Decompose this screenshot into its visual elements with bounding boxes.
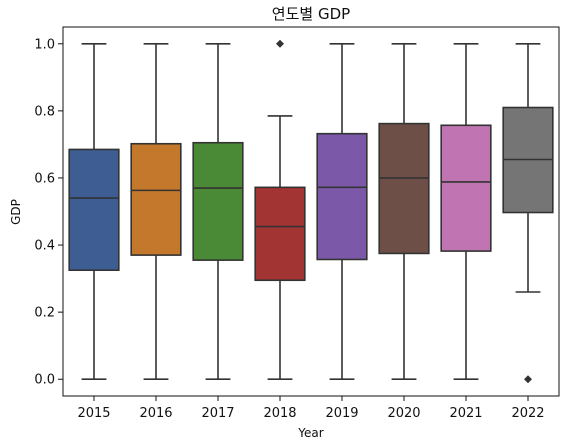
- y-axis: 0.0 0.2 0.4 0.6 0.8 1.0: [34, 37, 63, 388]
- y-axis-label: GDP: [9, 199, 23, 225]
- box-2020: [378, 42, 430, 381]
- y-tick-label: 0.0: [34, 373, 55, 388]
- plot-frame: [62, 26, 560, 397]
- box-iqr: [316, 132, 368, 261]
- x-tick-label: 2022: [511, 406, 544, 421]
- y-tick-label: 1.0: [34, 37, 55, 52]
- x-tick-label: 2015: [77, 406, 110, 421]
- y-tick-label: 0.4: [34, 239, 55, 254]
- box-iqr: [68, 148, 120, 272]
- x-tick-label: 2020: [387, 406, 420, 421]
- box-iqr: [378, 122, 430, 255]
- box-2019: [316, 42, 368, 381]
- plot-area: [68, 39, 554, 384]
- x-tick-label: 2016: [139, 406, 172, 421]
- y-tick-label: 0.8: [34, 104, 55, 119]
- x-tick-label: 2018: [263, 406, 296, 421]
- x-tick-label: 2019: [325, 406, 358, 421]
- x-axis: 2015 2016 2017 2018 2019 2020 2021 2022: [77, 396, 545, 421]
- box-iqr: [254, 186, 306, 282]
- box-2017: [192, 42, 244, 381]
- box-2015: [68, 42, 120, 381]
- box-iqr: [192, 141, 244, 261]
- box-2021: [440, 42, 492, 381]
- y-tick-label: 0.2: [34, 306, 55, 321]
- box-2016: [130, 42, 182, 381]
- outlier-point: [276, 39, 284, 48]
- box-2022: [502, 42, 554, 384]
- y-tick-label: 0.6: [34, 171, 55, 186]
- x-axis-label: Year: [297, 426, 323, 440]
- x-tick-label: 2021: [449, 406, 482, 421]
- chart-title: 연도별 GDP: [272, 5, 350, 23]
- box-iqr: [440, 124, 492, 252]
- outlier-point: [524, 375, 532, 384]
- box-2018: [254, 39, 306, 381]
- box-iqr: [130, 142, 182, 256]
- x-tick-label: 2017: [201, 406, 234, 421]
